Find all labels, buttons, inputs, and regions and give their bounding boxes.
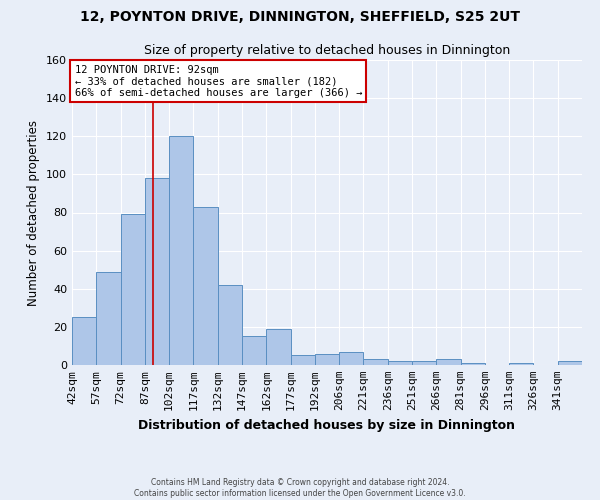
- Text: Contains HM Land Registry data © Crown copyright and database right 2024.
Contai: Contains HM Land Registry data © Crown c…: [134, 478, 466, 498]
- Bar: [461, 363, 485, 365]
- Bar: [388, 361, 412, 365]
- Bar: [315, 354, 339, 365]
- Bar: [339, 352, 364, 365]
- Bar: [96, 272, 121, 365]
- Bar: [218, 285, 242, 365]
- Text: 12 POYNTON DRIVE: 92sqm
← 33% of detached houses are smaller (182)
66% of semi-d: 12 POYNTON DRIVE: 92sqm ← 33% of detache…: [74, 64, 362, 98]
- Bar: [193, 207, 218, 365]
- Bar: [290, 356, 315, 365]
- Text: 12, POYNTON DRIVE, DINNINGTON, SHEFFIELD, S25 2UT: 12, POYNTON DRIVE, DINNINGTON, SHEFFIELD…: [80, 10, 520, 24]
- Y-axis label: Number of detached properties: Number of detached properties: [28, 120, 40, 306]
- Bar: [412, 361, 436, 365]
- Title: Size of property relative to detached houses in Dinnington: Size of property relative to detached ho…: [144, 44, 510, 58]
- Bar: [121, 214, 145, 365]
- Bar: [509, 363, 533, 365]
- Bar: [266, 329, 290, 365]
- Bar: [558, 361, 582, 365]
- Bar: [242, 336, 266, 365]
- Bar: [72, 318, 96, 365]
- X-axis label: Distribution of detached houses by size in Dinnington: Distribution of detached houses by size …: [139, 418, 515, 432]
- Bar: [364, 360, 388, 365]
- Bar: [145, 178, 169, 365]
- Bar: [169, 136, 193, 365]
- Bar: [436, 360, 461, 365]
